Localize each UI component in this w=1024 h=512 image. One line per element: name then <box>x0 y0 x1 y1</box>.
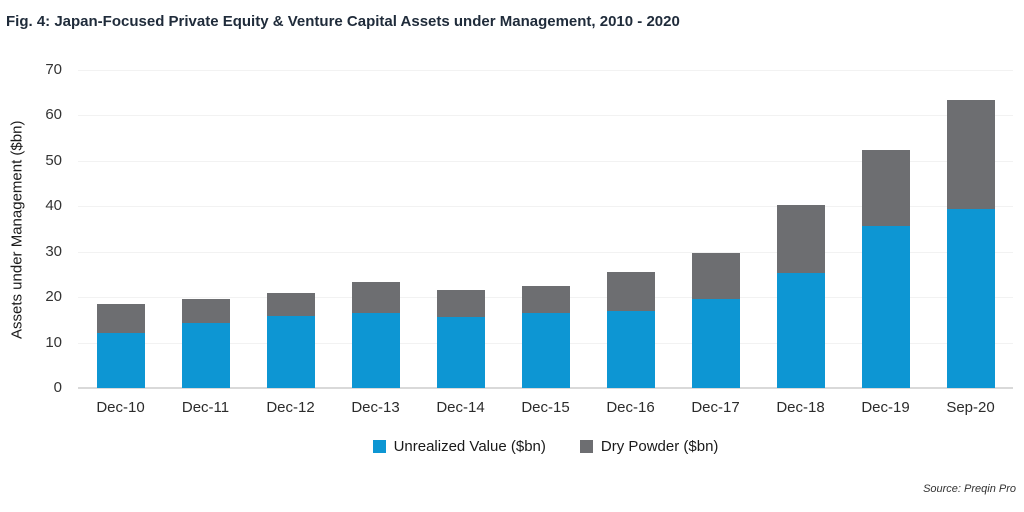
bar-segment-unrealized-value <box>691 298 740 388</box>
y-tick-label: 40 <box>45 197 62 215</box>
y-axis-title: Assets under Management ($bn) <box>8 120 26 340</box>
bar-segment-dry-powder <box>436 290 485 317</box>
legend-item-unrealized-value: Unrealized Value ($bn) <box>372 438 546 455</box>
bar-segment-unrealized-value <box>181 323 230 388</box>
bar-segment-unrealized-value <box>606 311 655 388</box>
bar-segment-dry-powder <box>96 303 145 334</box>
bar-segment-dry-powder <box>351 282 400 314</box>
x-tick-label: Sep-20 <box>946 399 995 416</box>
bar-segment-unrealized-value <box>946 208 995 388</box>
legend: Unrealized Value ($bn) Dry Powder ($bn) <box>78 438 1013 455</box>
gridline <box>78 251 1013 253</box>
bar-segment-dry-powder <box>181 298 230 324</box>
legend-label-dry-powder: Dry Powder ($bn) <box>600 438 719 455</box>
x-tick-label: Dec-14 <box>436 399 485 416</box>
legend-item-dry-powder: Dry Powder ($bn) <box>579 438 719 455</box>
y-tick-label: 20 <box>45 288 62 306</box>
y-tick-label: 50 <box>45 151 62 169</box>
y-tick-label: 30 <box>45 242 62 260</box>
bar-segment-dry-powder <box>521 286 570 313</box>
x-tick-label: Dec-13 <box>351 399 400 416</box>
x-tick-label: Dec-12 <box>266 399 315 416</box>
y-tick-label: 0 <box>53 379 62 396</box>
bar-segment-unrealized-value <box>861 226 910 388</box>
gridline <box>78 115 1013 117</box>
legend-label-unrealized-value: Unrealized Value ($bn) <box>393 438 546 455</box>
bar-segment-dry-powder <box>266 292 315 317</box>
bar-segment-unrealized-value <box>96 333 145 388</box>
x-tick-label: Dec-17 <box>691 399 740 416</box>
legend-swatch-unrealized-value-icon <box>372 440 386 453</box>
x-tick-label: Dec-15 <box>521 399 570 416</box>
gridline <box>78 160 1013 162</box>
legend-swatch-dry-powder-icon <box>579 440 593 453</box>
bar-segment-dry-powder <box>861 149 910 227</box>
bar-segment-unrealized-value <box>351 313 400 388</box>
gridline <box>78 70 1013 71</box>
x-axis-line <box>78 387 1013 389</box>
bar-segment-unrealized-value <box>776 273 825 388</box>
x-tick-label: Dec-18 <box>776 399 825 416</box>
chart-title: Fig. 4: Japan-Focused Private Equity & V… <box>6 13 680 30</box>
x-tick-label: Dec-11 <box>181 399 230 416</box>
y-tick-label: 10 <box>45 333 62 351</box>
x-tick-label: Dec-10 <box>96 399 145 416</box>
y-tick-label: 60 <box>45 106 62 124</box>
bar-segment-unrealized-value <box>266 316 315 388</box>
gridline <box>78 206 1013 208</box>
bar-segment-unrealized-value <box>436 316 485 388</box>
bar-segment-dry-powder <box>946 100 995 209</box>
bar-segment-unrealized-value <box>521 312 570 388</box>
x-tick-label: Dec-19 <box>861 399 910 416</box>
bar-segment-dry-powder <box>776 205 825 274</box>
bar-segment-dry-powder <box>606 272 655 312</box>
source-note: Source: Preqin Pro <box>923 483 1016 495</box>
x-tick-label: Dec-16 <box>606 399 655 416</box>
y-tick-label: 70 <box>45 61 62 78</box>
bar-segment-dry-powder <box>691 253 740 299</box>
